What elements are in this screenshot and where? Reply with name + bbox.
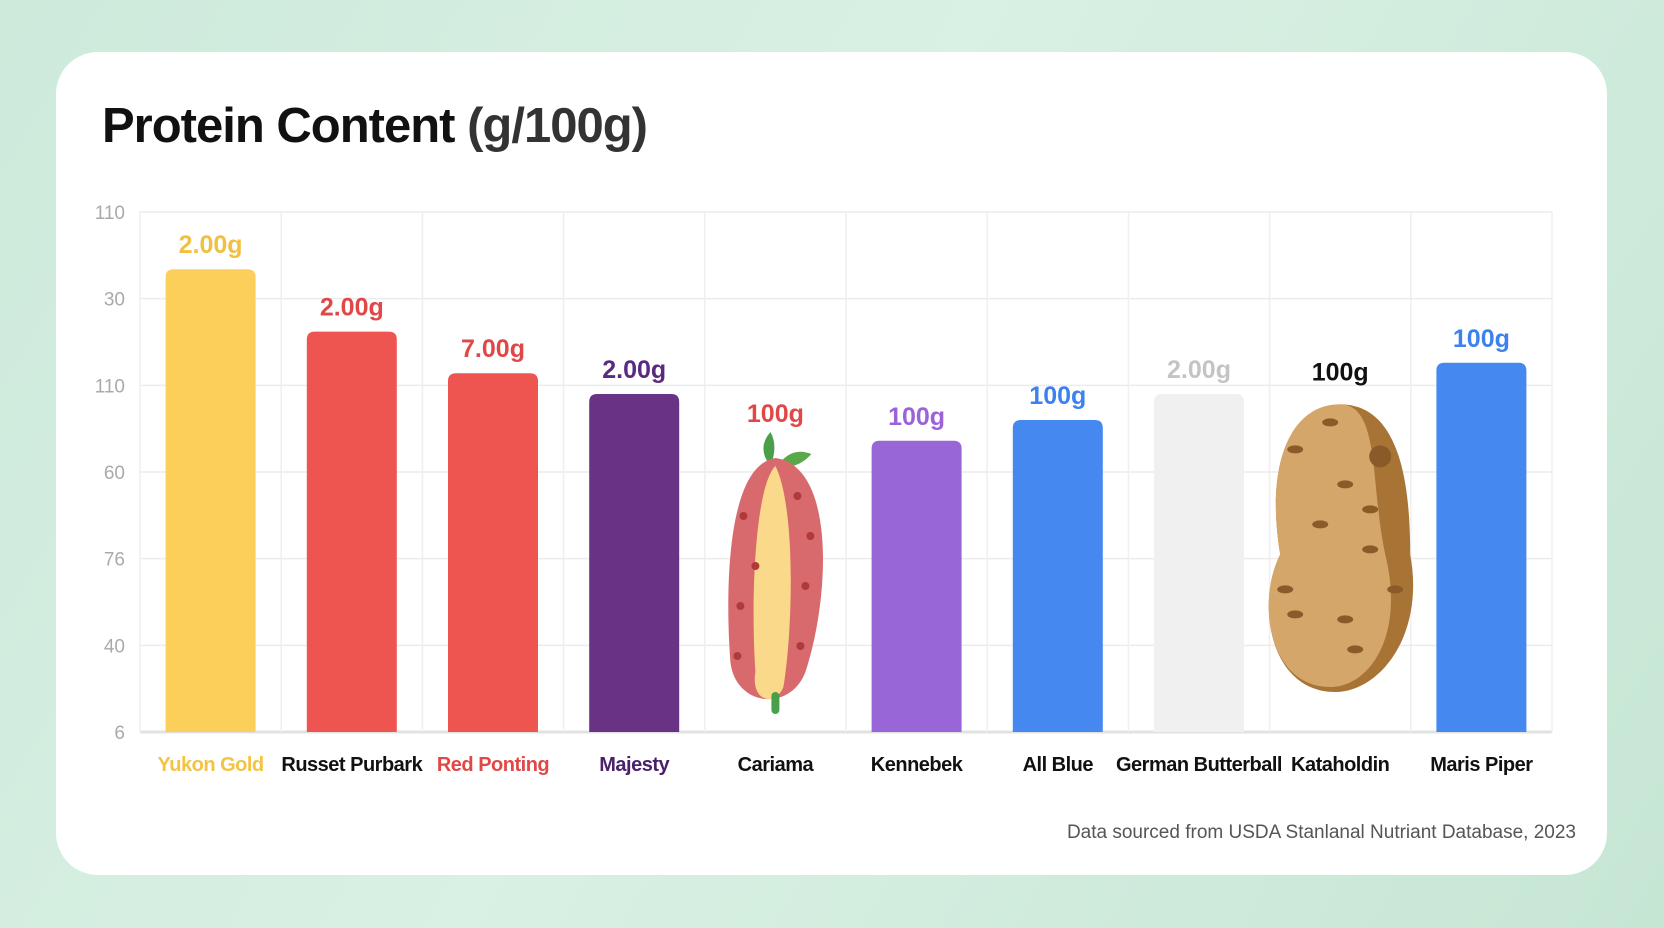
potato-eye <box>1347 645 1364 654</box>
potato-eye <box>1369 445 1392 468</box>
skin-spot <box>796 642 805 650</box>
data-label: 100g <box>1453 325 1510 353</box>
y-tick-label: 60 <box>104 463 125 484</box>
potato-eye <box>1287 610 1304 619</box>
data-label: 2.00g <box>1167 356 1231 384</box>
y-tick-label: 76 <box>104 550 125 571</box>
category-label: All Blue <box>1023 754 1094 776</box>
category-label: German Butterball <box>1116 754 1282 776</box>
category-label: Kataholdin <box>1291 754 1389 776</box>
potato-eye <box>1362 505 1379 514</box>
potato-eye <box>1322 418 1339 427</box>
category-label: Cariama <box>738 754 815 776</box>
bar <box>1154 394 1244 732</box>
y-tick-label: 30 <box>104 290 125 311</box>
data-label: 100g <box>888 403 945 431</box>
potato-eye <box>1287 445 1304 454</box>
y-tick-label: 110 <box>95 203 125 224</box>
potato-eye <box>1387 585 1404 594</box>
leaf-icon <box>763 432 775 466</box>
sweet-potato-flesh <box>753 466 791 699</box>
category-label: Majesty <box>599 754 670 776</box>
title-unit: (g/100g) <box>467 99 648 153</box>
bar <box>165 269 256 732</box>
potato-eye <box>1277 585 1294 594</box>
bar <box>306 331 397 732</box>
bar <box>448 373 538 732</box>
stem-icon <box>771 692 780 714</box>
skin-spot <box>806 532 815 540</box>
potato-eye <box>1362 545 1379 554</box>
sweet-potato-illustration <box>728 432 823 714</box>
y-tick-label: 40 <box>104 636 125 657</box>
data-label: 7.00g <box>461 335 525 363</box>
data-label: 2.00g <box>179 231 243 259</box>
data-label: 100g <box>747 400 804 428</box>
bar <box>1012 420 1103 732</box>
bar <box>1436 362 1527 732</box>
data-label: 100g <box>1029 382 1086 410</box>
skin-spot <box>736 602 745 610</box>
category-label: Russet Purbark <box>281 754 423 776</box>
category-label: Yukon Gold <box>158 754 264 776</box>
skin-spot <box>751 562 760 570</box>
bar <box>871 440 962 732</box>
data-label: 2.00g <box>602 356 666 384</box>
category-label: Maris Piper <box>1430 754 1533 776</box>
source-footnote: Data sourced from USDA Stanlanal Nutrian… <box>1066 822 1576 843</box>
category-label: Kennebek <box>871 754 964 776</box>
potato-eye <box>1337 480 1354 489</box>
category-label: Red Ponting <box>437 754 549 776</box>
skin-spot <box>801 582 810 590</box>
y-tick-label: 6 <box>114 723 125 744</box>
chart-title: Protein Content (g/100g) <box>102 98 648 154</box>
y-tick-label: 110 <box>95 376 125 397</box>
potato-eye <box>1312 520 1329 529</box>
potato-illustration <box>1268 404 1414 692</box>
data-label: 100g <box>1312 358 1369 386</box>
bar <box>589 394 680 732</box>
skin-spot <box>793 492 802 500</box>
data-label: 2.00g <box>320 294 384 322</box>
potato-eye <box>1337 615 1354 624</box>
skin-spot <box>739 512 748 520</box>
skin-spot <box>733 652 742 660</box>
title-text: Protein Content <box>102 99 455 153</box>
